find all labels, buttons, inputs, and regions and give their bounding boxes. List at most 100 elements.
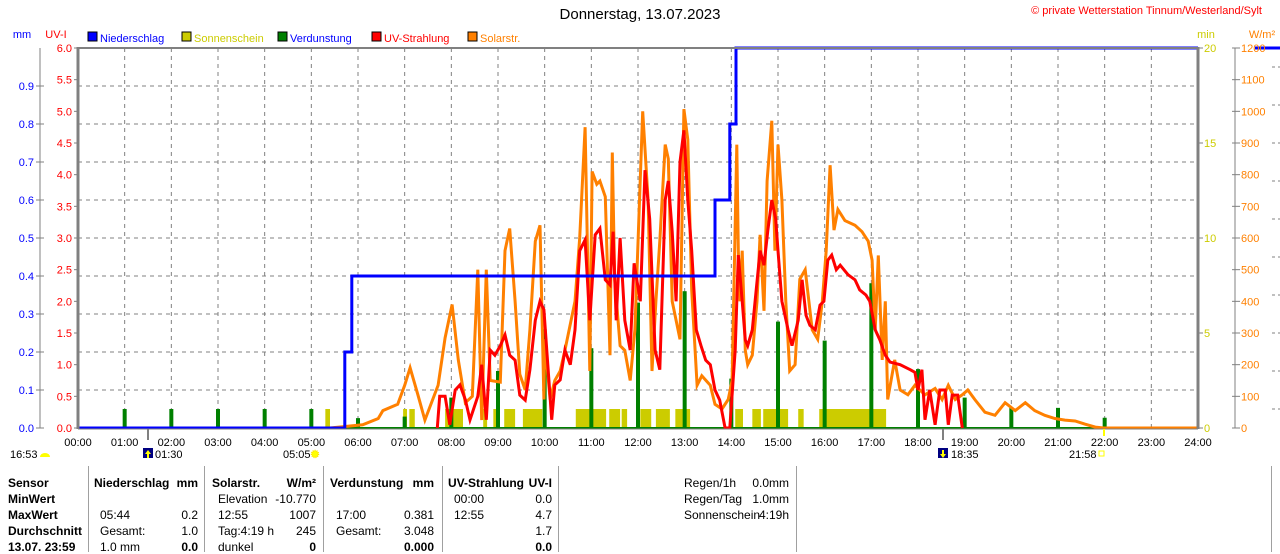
uv-tick-label: 4.0: [57, 170, 72, 182]
x-tick-label: 14:00: [718, 437, 746, 449]
column-unit: mm: [394, 476, 434, 490]
mm-tick-label: 0.7: [19, 157, 34, 169]
mm-tick-label: 0.9: [19, 81, 34, 93]
sun-cloud-icon: [40, 453, 50, 457]
x-tick-label: 18:00: [904, 437, 932, 449]
x-tick-label: 03:00: [204, 437, 232, 449]
uv-tick-label: 3.0: [57, 233, 72, 245]
verdunstung-bar: [309, 409, 313, 428]
wm2-tick-label: 300: [1241, 328, 1259, 340]
legend-swatch-uv: [372, 32, 381, 41]
cell-value: 245: [246, 524, 316, 538]
column-header: Verdunstung: [330, 476, 403, 490]
uv-line: [437, 130, 962, 428]
mm-axis-unit: mm: [13, 29, 31, 41]
column-unit: W/m²: [276, 476, 316, 490]
moonset-label: 18:35: [951, 449, 979, 461]
x-tick-label: 15:00: [764, 437, 792, 449]
cell-value: 1.0: [128, 524, 198, 538]
cell-label: 00:00: [454, 492, 484, 506]
legend-label-uv: UV-Strahlung: [384, 33, 449, 45]
table-separator: [796, 466, 797, 552]
x-tick-label: 17:00: [858, 437, 886, 449]
sonnenschein-bar: [735, 409, 743, 428]
x-tick-label: 08:00: [438, 437, 466, 449]
wm2-tick-label: 200: [1241, 360, 1259, 372]
x-tick-label: 16:00: [811, 437, 839, 449]
x-tick-label: 13:00: [671, 437, 699, 449]
cell-label: 12:55: [218, 508, 248, 522]
sonnenschein-bar: [640, 409, 651, 428]
cell-value: 4.7: [482, 508, 552, 522]
sonnenschein-bar: [609, 409, 620, 428]
x-tick-label: 07:00: [391, 437, 419, 449]
x-tick-label: 02:00: [158, 437, 186, 449]
table-separator: [1271, 466, 1272, 552]
uv-tick-label: 5.5: [57, 75, 72, 87]
sunrise-label: 05:05: [283, 449, 311, 461]
wm2-tick-label: 100: [1241, 391, 1259, 403]
legend-swatch-niederschlag: [88, 32, 97, 41]
x-tick-label: 20:00: [998, 437, 1026, 449]
sunset-icon: [1099, 451, 1104, 456]
cell-value: -10.770: [246, 492, 316, 506]
mm-tick-label: 0.2: [19, 347, 34, 359]
min-tick-label: 20: [1204, 43, 1216, 55]
mm-tick-label: 0.1: [19, 385, 34, 397]
verdunstung-bar: [216, 409, 220, 428]
uv-tick-label: 0.5: [57, 391, 72, 403]
x-tick-label: 12:00: [624, 437, 652, 449]
wm2-tick-label: 900: [1241, 138, 1259, 150]
wm2-tick-label: 800: [1241, 170, 1259, 182]
verdunstung-bar: [963, 398, 967, 428]
sonnenschein-bar: [656, 409, 670, 428]
column-unit: UV-I: [512, 476, 552, 490]
verdunstung-bar: [683, 291, 687, 428]
table-separator: [442, 466, 443, 552]
min-tick-label: 0: [1204, 423, 1210, 435]
x-tick-label: 23:00: [1138, 437, 1166, 449]
daylength-label: 16:53: [10, 449, 38, 461]
sonnenschein-bar: [752, 409, 761, 428]
table-separator: [88, 466, 89, 552]
legend-label-sonnenschein: Sonnenschein: [194, 33, 264, 45]
moonrise-label: 01:30: [155, 449, 183, 461]
legend-swatch-sonnenschein: [182, 32, 191, 41]
verdunstung-bar: [403, 417, 407, 428]
cell-value: 1007: [246, 508, 316, 522]
summary-value: 0.0mm: [739, 476, 789, 490]
x-tick-label: 06:00: [344, 437, 372, 449]
min-tick-label: 5: [1204, 328, 1210, 340]
axis-labels: 0.00.10.20.30.40.50.60.70.80.9mm0.00.51.…: [13, 29, 1276, 449]
x-tick-label: 09:00: [484, 437, 512, 449]
mm-tick-label: 0.4: [19, 271, 34, 283]
verdunstung-bar: [1009, 408, 1013, 428]
uv-tick-label: 2.0: [57, 296, 72, 308]
uv-tick-label: 6.0: [57, 43, 72, 55]
uv-tick-label: 1.0: [57, 360, 72, 372]
sonnenschein-bar: [409, 409, 414, 428]
mm-tick-label: 0.5: [19, 233, 34, 245]
x-tick-label: 11:00: [578, 437, 605, 449]
sonnenschein-bar: [325, 409, 330, 428]
verdunstung-bar: [169, 409, 173, 428]
row-label: MinWert: [8, 492, 55, 506]
min-tick-label: 15: [1204, 138, 1216, 150]
min-axis-unit: min: [1197, 29, 1215, 41]
uv-tick-label: 0.0: [57, 423, 72, 435]
x-tick-label: 10:00: [531, 437, 559, 449]
cell-value: 3.048: [364, 524, 434, 538]
sonnenschein-series: [325, 409, 886, 428]
table-separator: [204, 466, 205, 552]
legend-swatch-solar: [468, 32, 477, 41]
x-tick-label: 01:00: [111, 437, 139, 449]
summary-label: Regen/Tag: [684, 492, 742, 506]
cell-label: 12:55: [454, 508, 484, 522]
uv-series: [437, 130, 962, 428]
wm2-tick-label: 600: [1241, 233, 1259, 245]
sunrise-icon: [312, 451, 319, 458]
sunset-label: 21:58: [1069, 449, 1097, 461]
summary-value: 4:19h: [739, 508, 789, 522]
legend-label-solar: Solarstr.: [480, 33, 520, 45]
